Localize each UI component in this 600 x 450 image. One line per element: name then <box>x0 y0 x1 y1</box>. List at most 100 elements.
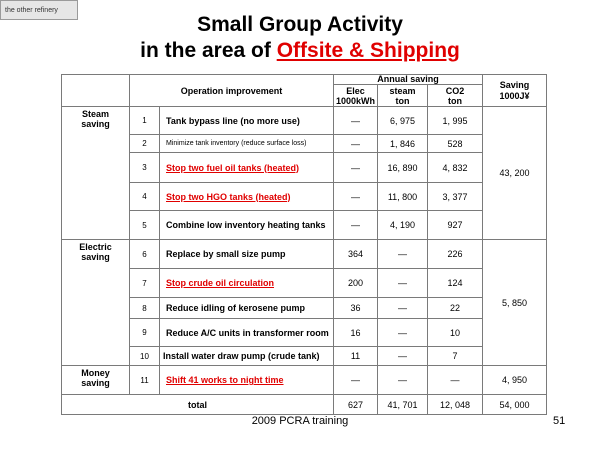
group-saving-steam: 43, 200 <box>482 106 547 240</box>
header-operation: Operation improvement <box>129 74 334 107</box>
row-desc-text: Stop two fuel oil tanks (heated) <box>166 162 300 173</box>
header-co2-label: CO2 <box>445 85 465 96</box>
table-row: 9 Reduce A/C units in transformer room 1… <box>62 318 547 347</box>
row-elec: 200 <box>333 268 378 298</box>
row-elec: — <box>333 152 378 183</box>
row-elec: 16 <box>333 318 378 347</box>
header-annual-saving: Annual saving <box>333 74 483 85</box>
row-desc: Minimize tank inventory (reduce surface … <box>159 134 334 153</box>
row-elec: — <box>333 134 378 153</box>
header-elec-label: Elec <box>346 85 365 96</box>
table-row: Steam saving 1 Tank bypass line (no more … <box>61 106 547 240</box>
table-row: Money saving 11 Shift 41 works to night t… <box>61 365 547 395</box>
row-steam: 16, 890 <box>377 152 428 183</box>
header-steam-unit: ton <box>395 95 410 106</box>
header-saving-unit: 1000J¥ <box>499 90 530 101</box>
row-steam: 6, 975 <box>377 106 428 135</box>
row-elec: — <box>333 365 378 395</box>
row-elec: 364 <box>333 239 378 269</box>
row-steam: 1, 846 <box>377 134 428 153</box>
footer-title: 2009 PCRA training <box>251 415 349 427</box>
table-row: 2 Minimize tank inventory (reduce surfac… <box>62 134 547 153</box>
row-co2: 7 <box>427 346 483 366</box>
title-line-2: in the area of Offsite & Shipping <box>0 39 600 63</box>
total-elec: 627 <box>333 394 378 415</box>
row-elec: — <box>333 182 378 211</box>
row-desc-text: Stop two HGO tanks (heated) <box>166 191 291 202</box>
row-steam: — <box>377 268 428 298</box>
table-row: 5 Combine low inventory heating tanks — … <box>62 210 547 240</box>
title-prefix: in the area of <box>140 39 277 62</box>
header-co2-unit: ton <box>448 95 462 106</box>
row-co2: 4, 832 <box>427 152 483 183</box>
category-electric-line1: Electric <box>79 242 112 252</box>
group-saving-money: 4, 950 <box>482 365 547 395</box>
title-highlight: Offsite & Shipping <box>276 39 460 62</box>
table-row: 7 Stop crude oil circulation 200 — 124 <box>62 268 547 298</box>
row-no: 11 <box>129 365 160 395</box>
total-row: total 627 41, 701 12, 048 54, 000 <box>61 394 547 415</box>
row-no: 6 <box>129 239 160 269</box>
header-steam: steam ton <box>377 84 428 107</box>
row-desc: Install water draw pump (crude tank) <box>159 346 334 366</box>
row-steam: 4, 190 <box>377 210 428 240</box>
row-steam: — <box>377 365 428 395</box>
row-co2: 1, 995 <box>427 106 483 135</box>
row-desc: Combine low inventory heating tanks <box>159 210 334 240</box>
row-desc: Stop two fuel oil tanks (heated) <box>159 152 334 183</box>
header-elec: Elec 1000kWh <box>333 84 378 107</box>
saving-table: Operation improvement Annual saving Savi… <box>61 74 547 415</box>
table-row: 4 Stop two HGO tanks (heated) — 11, 800 … <box>62 182 547 211</box>
row-no: 7 <box>129 268 160 298</box>
page-number: 51 <box>553 415 566 427</box>
row-steam: — <box>377 318 428 347</box>
row-co2: 22 <box>427 297 483 319</box>
header-row-2: Elec 1000kWh steam ton CO2 ton <box>62 84 547 107</box>
row-no: 5 <box>129 210 160 240</box>
row-no: 2 <box>129 134 160 153</box>
total-saving: 54, 000 <box>482 394 547 415</box>
row-steam: — <box>377 297 428 319</box>
row-steam: 11, 800 <box>377 182 428 211</box>
category-electric-line2: saving <box>81 252 110 262</box>
row-elec: 36 <box>333 297 378 319</box>
row-elec: — <box>333 210 378 240</box>
row-desc-text: Stop crude oil circulation <box>166 278 275 288</box>
header-co2: CO2 ton <box>427 84 483 107</box>
row-desc: Reduce idling of kerosene pump <box>159 297 334 319</box>
table-row: 10 Install water draw pump (crude tank) … <box>62 346 547 366</box>
title-line-1: Small Group Activity <box>197 13 403 36</box>
row-desc: Stop two HGO tanks (heated) <box>159 182 334 211</box>
row-elec: — <box>333 106 378 135</box>
header-elec-unit: 1000kWh <box>336 95 376 106</box>
row-co2: 10 <box>427 318 483 347</box>
row-co2: 226 <box>427 239 483 269</box>
row-desc: Shift 41 works to night time <box>159 365 334 395</box>
header-row-1: Operation improvement Annual saving Savi… <box>61 74 547 107</box>
row-steam: — <box>377 239 428 269</box>
refinery-tag: the other refinery <box>0 0 78 20</box>
header-steam-label: steam <box>389 85 416 96</box>
row-desc: Reduce A/C units in transformer room <box>159 318 334 347</box>
row-desc: Tank bypass line (no more use) <box>159 106 334 135</box>
row-desc-text: Shift 41 works to night time <box>166 375 284 385</box>
row-co2: — <box>427 365 483 395</box>
category-money: Money saving <box>61 365 130 395</box>
category-money-line1: Money <box>81 368 110 378</box>
row-desc: Replace by small size pump <box>159 239 334 269</box>
row-no: 4 <box>129 182 160 211</box>
header-saving-label: Saving <box>499 79 530 90</box>
row-desc: Stop crude oil circulation <box>159 268 334 298</box>
row-no: 3 <box>129 152 160 183</box>
group-saving-electric: 5, 850 <box>482 239 547 366</box>
header-blank <box>61 74 130 107</box>
row-elec: 11 <box>333 346 378 366</box>
category-steam: Steam saving <box>61 106 130 240</box>
row-co2: 124 <box>427 268 483 298</box>
category-steam-line2: saving <box>81 119 110 129</box>
row-no: 10 <box>129 346 160 366</box>
total-steam: 41, 701 <box>377 394 428 415</box>
row-co2: 3, 377 <box>427 182 483 211</box>
row-co2: 528 <box>427 134 483 153</box>
row-no: 9 <box>129 318 160 347</box>
